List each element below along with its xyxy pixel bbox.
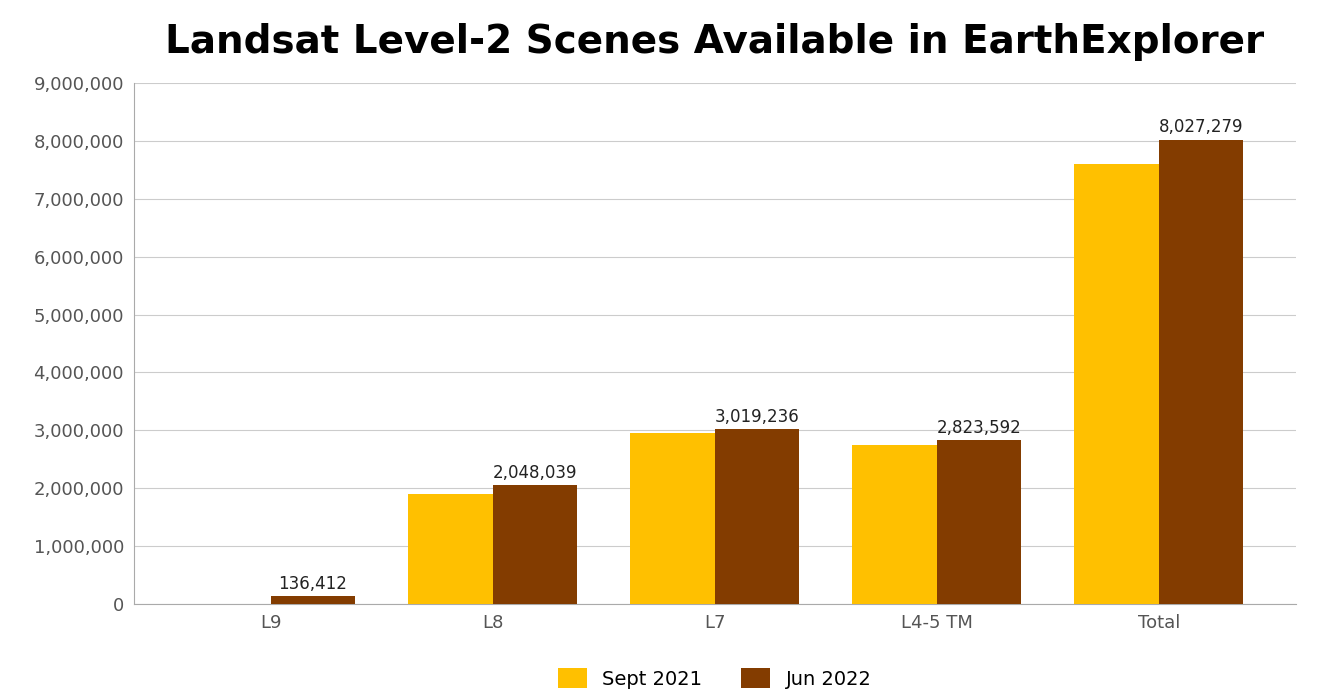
Bar — [631, 433, 715, 604]
Text: 2,048,039: 2,048,039 — [493, 464, 577, 482]
Bar — [852, 445, 937, 604]
Text: 2,823,592: 2,823,592 — [937, 419, 1021, 437]
Text: 8,027,279: 8,027,279 — [1158, 119, 1244, 136]
Title: Landsat Level-2 Scenes Available in EarthExplorer: Landsat Level-2 Scenes Available in Eart… — [166, 23, 1264, 60]
Bar — [715, 429, 799, 604]
Bar — [493, 485, 577, 604]
Bar — [937, 441, 1021, 604]
Bar — [1074, 164, 1158, 604]
Legend: Sept 2021, Jun 2022: Sept 2021, Jun 2022 — [550, 661, 879, 694]
Text: 136,412: 136,412 — [278, 575, 347, 593]
Text: 3,019,236: 3,019,236 — [715, 408, 799, 426]
Bar — [409, 494, 493, 604]
Bar — [1158, 139, 1242, 604]
Bar — [271, 596, 355, 604]
